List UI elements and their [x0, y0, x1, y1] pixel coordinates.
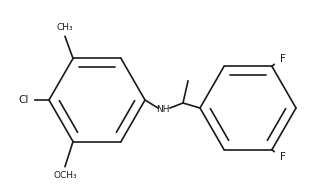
Text: F: F: [280, 152, 286, 162]
Text: F: F: [280, 54, 286, 64]
Text: Cl: Cl: [19, 95, 29, 105]
Text: NH: NH: [156, 104, 170, 113]
Text: CH₃: CH₃: [57, 23, 73, 32]
Text: OCH₃: OCH₃: [53, 171, 77, 180]
